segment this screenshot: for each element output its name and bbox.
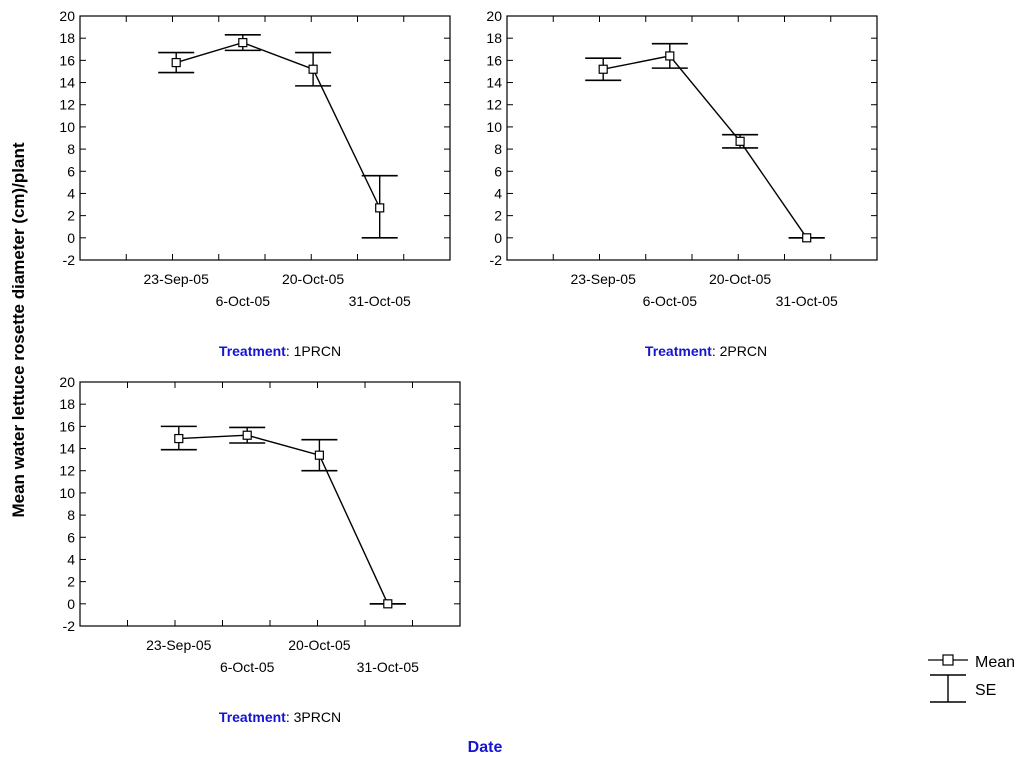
mean-point <box>171 57 181 68</box>
x-tick-label: 20-Oct-05 <box>282 271 344 287</box>
legend-label-mean: Mean <box>975 654 1015 671</box>
y-tick-label: 14 <box>59 75 75 91</box>
plot-frame <box>506 15 878 261</box>
mean-point <box>598 64 608 74</box>
legend: Mean SE <box>928 654 1015 703</box>
y-tick-label: 10 <box>59 485 75 501</box>
mean-point <box>802 233 812 243</box>
y-tick-label: 6 <box>67 163 75 179</box>
panel-2: -2 0 2 4 6 8 10 12 14 16 18 20 23-Sep-05 6-Oct-05 20-O… <box>486 8 878 359</box>
y-tick-label: 4 <box>67 551 75 567</box>
x-tick-label: 31-Oct-05 <box>776 293 838 309</box>
legend-label-se: SE <box>975 682 996 699</box>
y-tick-label: 20 <box>59 374 75 390</box>
y-tick-label: 4 <box>67 185 75 201</box>
facet-label-name: Treatment <box>219 709 286 725</box>
y-tick-label: -2 <box>63 252 76 268</box>
mean-point <box>308 64 318 74</box>
facet-label-value: : 1PRCN <box>286 343 341 359</box>
mean-point <box>375 203 385 213</box>
y-tick-label: 4 <box>494 185 502 201</box>
x-tick-label: 20-Oct-05 <box>709 271 771 287</box>
facet-label: Treatment: 3PRCN <box>219 709 341 725</box>
y-tick-label: -2 <box>490 252 503 268</box>
panel-3: -2 0 2 4 6 8 10 12 14 16 18 20 23-Sep-05 6-Oct-05 20-O… <box>59 374 461 725</box>
y-tick-label: 0 <box>494 230 502 246</box>
y-tick-label: 0 <box>67 230 75 246</box>
y-tick-label: 18 <box>486 30 502 46</box>
y-tick-label: 8 <box>67 507 75 523</box>
facet-label-name: Treatment <box>219 343 286 359</box>
mean-point <box>383 599 393 609</box>
mean-line <box>175 41 381 209</box>
x-tick-label: 6-Oct-05 <box>220 659 275 675</box>
mean-point <box>242 430 252 440</box>
panel-1: -2 0 2 4 6 8 10 12 14 16 18 20 23-Sep-05 6-Oct-05 20-O… <box>59 8 451 359</box>
facet-label-value: : 2PRCN <box>712 343 767 359</box>
y-tick-label: 12 <box>486 97 502 113</box>
mean-line <box>603 55 808 239</box>
y-tick-label: 8 <box>494 141 502 157</box>
x-tick-label: 6-Oct-05 <box>216 293 271 309</box>
y-tick-label: 14 <box>59 441 75 457</box>
y-tick-label: 20 <box>486 8 502 24</box>
y-tick-label: 16 <box>59 52 75 68</box>
y-tick-label: 16 <box>59 418 75 434</box>
plot-frame <box>79 15 451 261</box>
x-tick-label: 31-Oct-05 <box>349 293 411 309</box>
facet-label-value: : 3PRCN <box>286 709 341 725</box>
x-tick-label: 31-Oct-05 <box>357 659 419 675</box>
y-tick-label: 6 <box>494 163 502 179</box>
y-tick-label: 10 <box>59 119 75 135</box>
y-axis-label: Mean water lettuce rosette diameter (cm)… <box>9 142 28 517</box>
x-tick-label: 23-Sep-05 <box>144 271 210 287</box>
x-tick-label: 23-Sep-05 <box>571 271 637 287</box>
mean-line <box>178 434 389 605</box>
mean-point <box>735 136 745 146</box>
facet-label-name: Treatment <box>645 343 712 359</box>
x-tick-label: 6-Oct-05 <box>643 293 698 309</box>
facet-label: Treatment: 2PRCN <box>645 343 767 359</box>
mean-point <box>238 38 248 48</box>
legend-mean-marker <box>942 654 954 666</box>
y-tick-label: 20 <box>59 8 75 24</box>
x-axis-label: Date <box>468 739 503 756</box>
x-tick-label: 20-Oct-05 <box>288 637 350 653</box>
y-tick-label: 10 <box>486 119 502 135</box>
y-tick-label: 6 <box>67 529 75 545</box>
y-tick-label: 16 <box>486 52 502 68</box>
y-tick-label: 2 <box>67 208 75 224</box>
y-tick-label: 12 <box>59 463 75 479</box>
facet-label: Treatment: 1PRCN <box>219 343 341 359</box>
mean-point <box>174 433 184 444</box>
y-tick-label: 8 <box>67 141 75 157</box>
y-tick-label: 18 <box>59 30 75 46</box>
y-tick-label: 0 <box>67 596 75 612</box>
y-tick-label: 12 <box>59 97 75 113</box>
y-tick-label: 18 <box>59 396 75 412</box>
y-tick-label: 14 <box>486 75 502 91</box>
y-tick-label: -2 <box>63 618 76 634</box>
mean-point <box>314 450 324 460</box>
mean-point <box>665 51 675 61</box>
x-tick-label: 23-Sep-05 <box>146 637 212 653</box>
y-tick-label: 2 <box>67 574 75 590</box>
y-tick-label: 2 <box>494 208 502 224</box>
plot-frame <box>79 381 461 627</box>
